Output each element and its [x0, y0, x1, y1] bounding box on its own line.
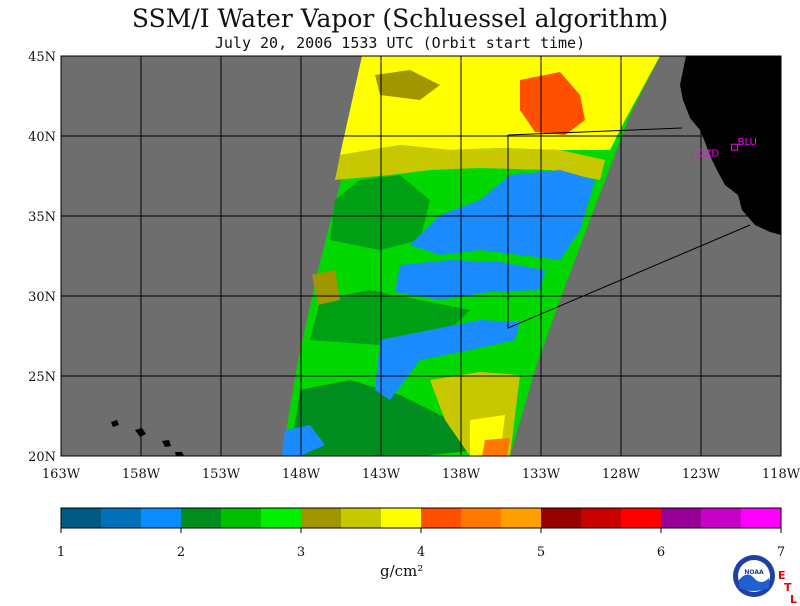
colorbar-tick-label: 1 — [57, 545, 65, 560]
colorbar-unit-label: g/cm² — [380, 562, 424, 580]
etl-letter-l: L — [790, 593, 798, 606]
colorbar-tick-label: 3 — [297, 545, 305, 560]
etl-letter-t: T — [784, 581, 792, 594]
lon-tick-label: 118W — [762, 467, 800, 482]
chart-subtitle: July 20, 2006 1533 UTC (Orbit start time… — [214, 34, 586, 52]
colorbar-tick-label: 2 — [177, 545, 185, 560]
colorbar-swatch — [541, 508, 582, 528]
lon-tick-label: 128W — [602, 467, 641, 482]
colorbar-swatch — [181, 508, 222, 528]
lon-tick-label: 143W — [362, 467, 401, 482]
experiment-domain-outline-south — [507, 135, 751, 329]
colorbar-swatch — [501, 508, 542, 528]
site-label: BLU — [738, 137, 757, 148]
colorbar-swatch — [701, 508, 742, 528]
lon-tick-label: 163W — [42, 467, 81, 482]
colorbar-swatch — [61, 508, 102, 528]
lat-tick-label: 25N — [28, 370, 56, 385]
colorbar-swatch — [621, 508, 662, 528]
colorbar-tick-label: 5 — [537, 545, 545, 560]
colorbar-tick-labels: 1 2 3 4 5 6 7 — [57, 528, 785, 560]
colorbar-swatch — [101, 508, 142, 528]
etl-logo: E T L — [778, 570, 797, 606]
colorbar-tick-label: 6 — [657, 545, 665, 560]
site-marker — [731, 143, 739, 151]
colorbar-tick-label: 4 — [417, 545, 425, 560]
noaa-logo: NOAA — [733, 555, 775, 597]
site-marker — [691, 154, 699, 162]
colorbar-swatch — [381, 508, 422, 528]
experiment-domain-outline — [507, 127, 683, 136]
colorbar-swatch — [221, 508, 262, 528]
lon-tick-label: 153W — [202, 467, 241, 482]
lat-tick-label: 30N — [28, 290, 56, 305]
colorbar-swatch — [581, 508, 622, 528]
colorbar — [60, 507, 782, 529]
lat-tick-label: 35N — [28, 210, 56, 225]
noaa-logo-text: NOAA — [744, 569, 764, 576]
colorbar-swatch — [261, 508, 302, 528]
colorbar-swatch — [301, 508, 342, 528]
site-label: CZD — [698, 148, 720, 159]
lat-tick-label: 40N — [28, 130, 56, 145]
lat-tick-label: 45N — [28, 50, 56, 65]
colorbar-swatch — [141, 508, 182, 528]
colorbar-swatch — [461, 508, 502, 528]
map-frame — [60, 55, 782, 457]
colorbar-swatch — [341, 508, 382, 528]
latitude-tick-labels: 45N 40N 35N 30N 25N 20N — [28, 50, 56, 465]
lon-tick-label: 138W — [442, 467, 481, 482]
lon-tick-label: 148W — [282, 467, 321, 482]
colorbar-swatch — [741, 508, 782, 528]
observation-sites: CZD BLU — [691, 137, 757, 162]
lon-tick-label: 133W — [522, 467, 561, 482]
lon-tick-label: 123W — [682, 467, 721, 482]
lat-tick-label: 20N — [28, 450, 56, 465]
colorbar-tick-label: 7 — [777, 545, 785, 560]
lon-tick-label: 158W — [122, 467, 161, 482]
etl-letter-e: E — [778, 569, 786, 582]
chart-title: SSM/I Water Vapor (Schluessel algorithm) — [131, 4, 669, 33]
colorbar-swatch — [661, 508, 702, 528]
longitude-tick-labels: 163W 158W 153W 148W 143W 138W 133W 128W 123W 118W — [42, 467, 800, 482]
colorbar-swatch — [421, 508, 462, 528]
